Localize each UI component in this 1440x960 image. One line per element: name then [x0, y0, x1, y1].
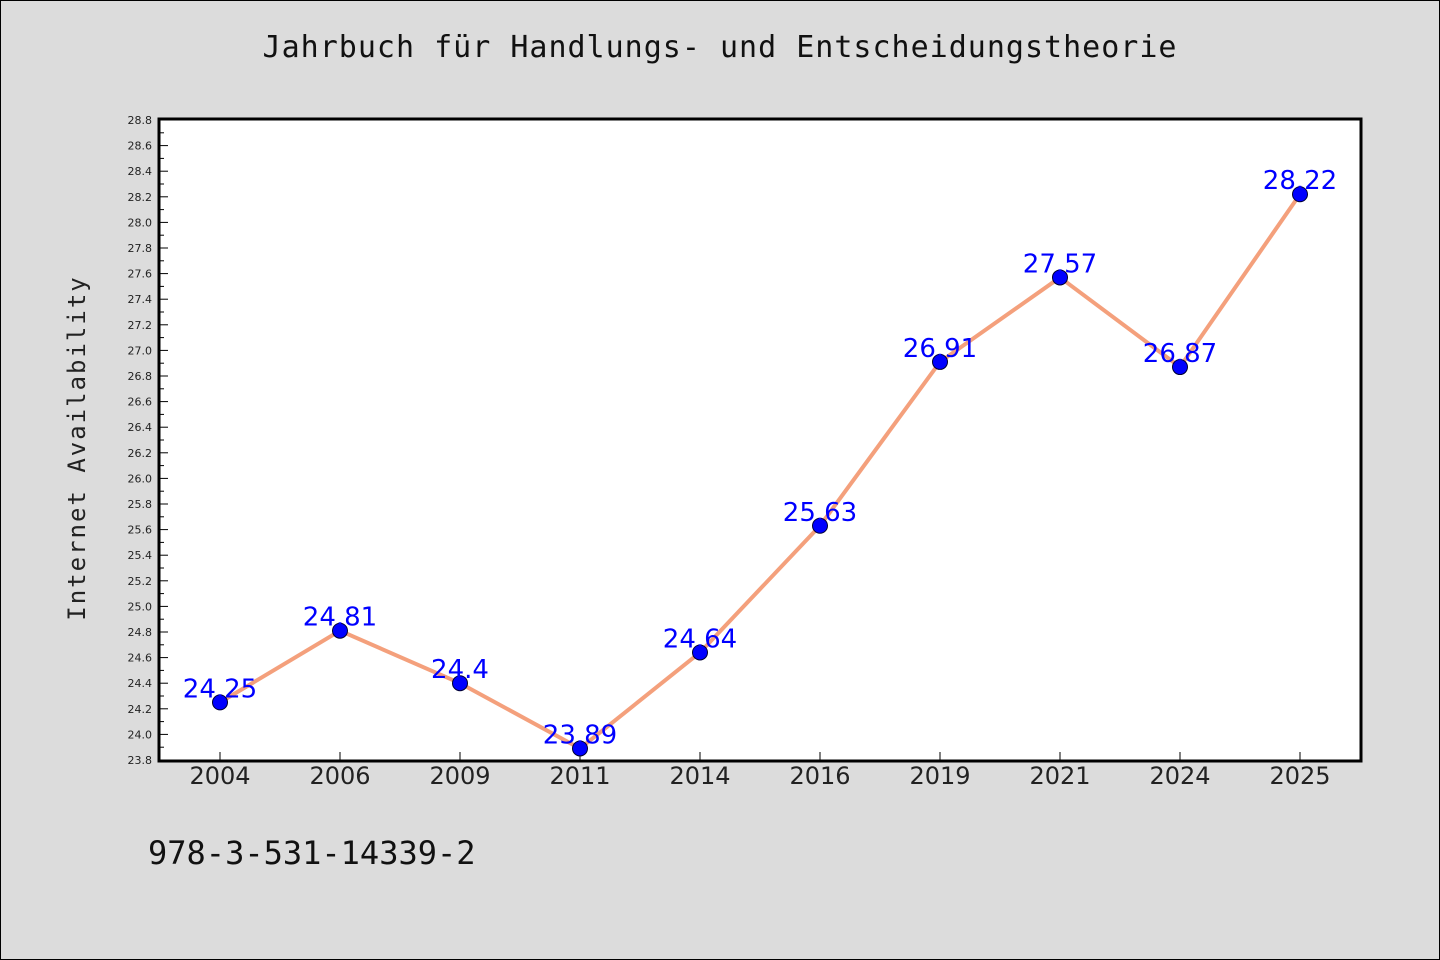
data-point [1172, 359, 1188, 376]
y-tick-label: 25.2 [128, 575, 153, 588]
y-axis-ticks: 23.8 24.0 24.2 24.4 24.6 24.8 25.0 25.2 25.4 25.6… [128, 114, 168, 767]
y-tick-label: 28.6 [128, 140, 153, 153]
data-label: 27.57 [1023, 249, 1097, 279]
y-tick-label: 26.6 [128, 396, 153, 409]
data-point [692, 644, 708, 661]
data-point [812, 517, 828, 534]
y-tick-label: 27.2 [128, 319, 153, 332]
plot-area [157, 117, 1363, 763]
y-tick-label: 24.8 [128, 626, 153, 639]
y-tick-label: 28.0 [128, 216, 153, 229]
data-label: 24.81 [303, 603, 377, 633]
data-point [572, 740, 588, 757]
data-label: 28.22 [1263, 166, 1337, 196]
data-label: 25.63 [783, 498, 857, 528]
x-tick-label: 2021 [1029, 762, 1090, 790]
y-tick-label: 27.6 [128, 268, 153, 281]
x-axis-ticks: 2004 2006 2009 2011 2014 2016 2019 2021 2024 2025 [189, 752, 1331, 790]
x-tick-label: 2016 [789, 762, 850, 790]
y-tick-label: 25.4 [128, 549, 153, 562]
y-tick-label: 26.0 [128, 472, 153, 485]
data-point [452, 675, 468, 692]
data-label: 26.87 [1143, 339, 1217, 369]
x-tick-label: 2006 [309, 762, 370, 790]
y-tick-label: 26.8 [128, 370, 153, 383]
data-point [1292, 186, 1308, 203]
y-tick-label: 25.8 [128, 498, 153, 511]
x-tick-label: 2009 [429, 762, 490, 790]
data-point [212, 694, 228, 711]
y-tick-label: 25.0 [128, 600, 153, 613]
data-label: 26.91 [903, 334, 977, 364]
data-label: 24.64 [663, 624, 737, 654]
x-tick-label: 2024 [1149, 762, 1210, 790]
y-tick-label: 26.4 [128, 421, 153, 434]
x-tick-label: 2025 [1269, 762, 1330, 790]
y-tick-label: 27.4 [128, 293, 153, 306]
y-tick-label: 25.6 [128, 524, 153, 537]
x-tick-label: 2014 [669, 762, 730, 790]
y-tick-label: 26.2 [128, 447, 153, 460]
y-tick-label: 24.0 [128, 728, 153, 741]
data-label: 24.25 [183, 674, 257, 704]
data-label: 24.4 [431, 655, 489, 685]
y-tick-label: 24.4 [128, 677, 153, 690]
isbn-footer-text: 978-3-531-14339-2 [148, 834, 476, 872]
y-tick-label: 27.8 [128, 242, 153, 255]
y-tick-label: 24.6 [128, 652, 153, 665]
y-tick-label: 28.4 [128, 165, 153, 178]
data-markers [212, 186, 1308, 757]
data-point [1052, 269, 1068, 286]
chart-title: Jahrbuch für Handlungs- und Entscheidung… [262, 30, 1178, 65]
data-point [332, 622, 348, 639]
y-tick-label: 27.0 [128, 344, 153, 357]
series-line [218, 193, 1302, 751]
y-tick-label: 23.8 [128, 754, 153, 767]
data-point [932, 353, 948, 370]
x-tick-label: 2011 [549, 762, 610, 790]
data-labels: 24.25 24.81 24.4 23.89 24.64 25.63 26.91 27.57 2… [183, 166, 1337, 750]
x-tick-label: 2019 [909, 762, 970, 790]
x-tick-label: 2004 [189, 762, 250, 790]
y-tick-label: 28.2 [128, 191, 153, 204]
y-tick-label: 24.2 [128, 703, 153, 716]
data-label: 23.89 [543, 720, 617, 750]
y-tick-label: 28.8 [128, 114, 153, 127]
